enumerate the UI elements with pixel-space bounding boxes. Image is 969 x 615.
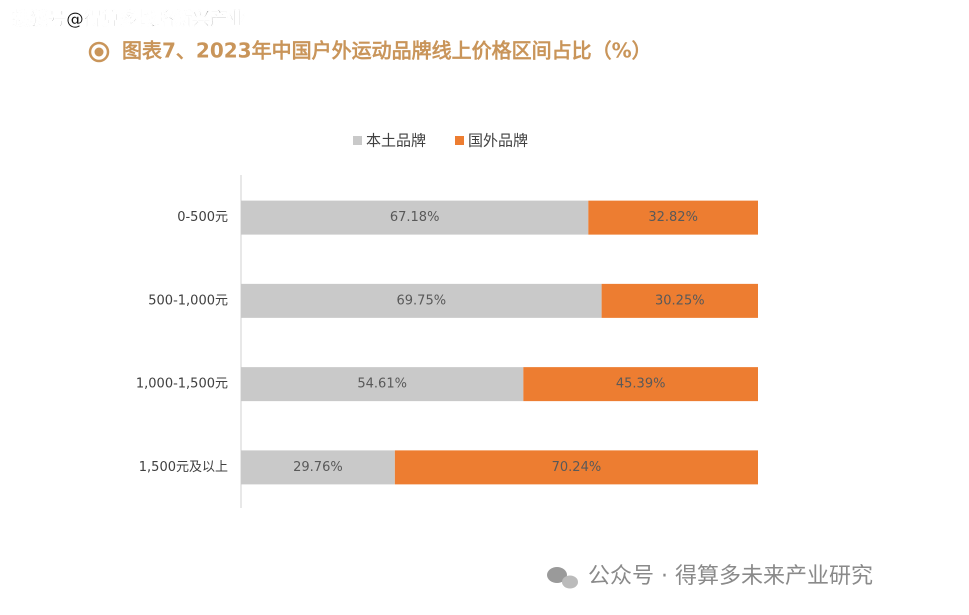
legend-label: 国外品牌 (468, 132, 528, 150)
bar-segment (241, 283, 602, 318)
chart-title: 图表7、2023年中国户外运动品牌线上价格区间占比（%） (122, 39, 652, 63)
legend-swatch (455, 136, 464, 145)
legend-label: 本土品牌 (366, 132, 426, 150)
value-label: 54.61% (357, 377, 407, 392)
y-tick-label: 1,500元及以上 (139, 460, 228, 475)
bar-segment (241, 200, 589, 235)
y-tick-label: 1,000-1,500元 (136, 377, 228, 392)
value-label: 30.25% (655, 293, 705, 308)
watermark-icon (547, 567, 578, 589)
bar-segment (523, 367, 758, 402)
bar-segment (394, 450, 758, 485)
value-label: 67.18% (390, 210, 440, 225)
value-label: 32.82% (648, 210, 698, 225)
y-tick-label: 0-500元 (177, 210, 228, 225)
value-label: 70.24% (552, 460, 602, 475)
bar-segment (241, 450, 395, 485)
watermark: 搜狐号@得算多战略新兴产业 (12, 8, 246, 30)
bar-segment (241, 367, 524, 402)
value-label: 69.75% (397, 293, 447, 308)
value-label: 29.76% (293, 460, 343, 475)
bar-segment (601, 283, 758, 318)
legend-swatch (353, 136, 362, 145)
title-icon (88, 41, 110, 63)
title-icon-dot (94, 47, 104, 57)
bar-segment (588, 200, 758, 235)
watermark: 公众号 · 得算多未来产业研究 (588, 564, 873, 589)
y-tick-label: 500-1,000元 (148, 293, 228, 308)
value-label: 45.39% (616, 377, 666, 392)
